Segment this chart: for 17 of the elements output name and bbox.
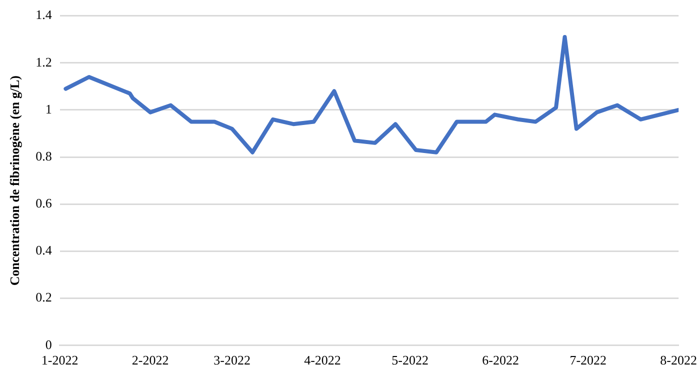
y-tick-label: 0 <box>45 336 52 352</box>
y-axis-title: Concentration de fibrinogène (en g/L) <box>7 76 22 286</box>
x-tick-label: 7-2022 <box>570 352 607 368</box>
x-tick-label: 3-2022 <box>214 352 250 368</box>
y-tick-label: 0.8 <box>36 148 52 164</box>
x-tick-label: 4-2022 <box>304 352 341 368</box>
y-tick-label: 1 <box>45 101 52 116</box>
x-tick-label: 8-2022 <box>660 352 698 368</box>
x-tick-label: 2-2022 <box>132 352 169 368</box>
y-tick-label: 1.2 <box>36 54 52 70</box>
x-tick-label: 1-2022 <box>41 352 78 368</box>
y-tick-label: 1.4 <box>36 7 52 22</box>
y-tick-label: 0.6 <box>36 196 52 211</box>
y-tick-label: 0.2 <box>36 290 52 305</box>
x-tick-label: 6-2022 <box>482 352 519 368</box>
y-tick-label: 0.4 <box>36 242 52 258</box>
x-tick-label: 5-2022 <box>392 352 428 368</box>
